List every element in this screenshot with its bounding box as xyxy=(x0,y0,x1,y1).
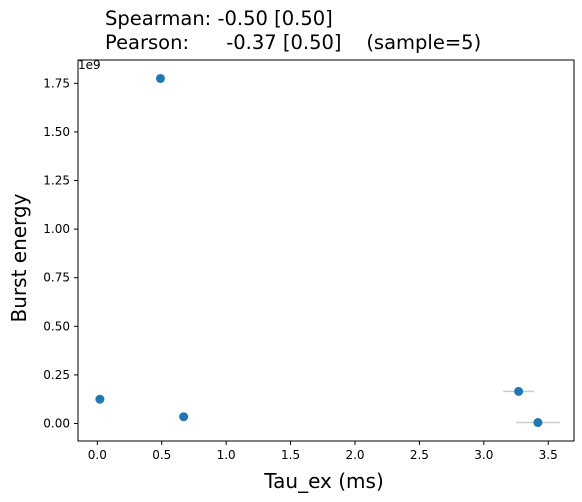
x-tick-label: 3.0 xyxy=(474,448,493,462)
data-point xyxy=(533,418,543,428)
error-bars xyxy=(503,390,560,424)
y-tick-label: 0.50 xyxy=(43,319,70,333)
plot-frame xyxy=(77,59,575,442)
x-axis: 0.0 0.5 1.0 1.5 2.0 2.5 3.0 3.5 xyxy=(88,441,558,462)
x-axis-label: Tau_ex (ms) xyxy=(263,469,384,493)
y-axis-label: Burst energy xyxy=(7,193,31,322)
x-tick-label: 2.0 xyxy=(345,448,364,462)
y-tick-label: 1.25 xyxy=(43,174,70,188)
y-tick-label: 0.25 xyxy=(43,368,70,382)
x-tick-label: 1.5 xyxy=(281,448,300,462)
x-tick-label: 0.5 xyxy=(152,448,171,462)
y-tick-label: 1.50 xyxy=(43,125,70,139)
y-axis: 0.00 0.25 0.50 0.75 1.00 1.25 1.50 1.75 xyxy=(43,76,78,431)
data-point xyxy=(179,412,189,422)
data-point xyxy=(155,73,165,83)
y-offset-label: 1e9 xyxy=(78,58,101,72)
y-tick-label: 0.75 xyxy=(43,271,70,285)
data-point xyxy=(95,394,105,404)
data-points xyxy=(95,73,543,428)
y-tick-label: 1.00 xyxy=(43,222,70,236)
title-line-1: Spearman: -0.50 [0.50] xyxy=(105,7,333,30)
x-tick-label: 0.0 xyxy=(88,448,107,462)
title-line-2: Pearson: -0.37 [0.50] (sample=5) xyxy=(105,31,482,54)
data-point xyxy=(514,386,524,396)
x-tick-label: 3.5 xyxy=(539,448,558,462)
y-tick-label: 1.75 xyxy=(43,76,70,90)
y-tick-label: 0.00 xyxy=(43,417,70,431)
x-tick-label: 2.5 xyxy=(410,448,429,462)
x-tick-label: 1.0 xyxy=(217,448,236,462)
